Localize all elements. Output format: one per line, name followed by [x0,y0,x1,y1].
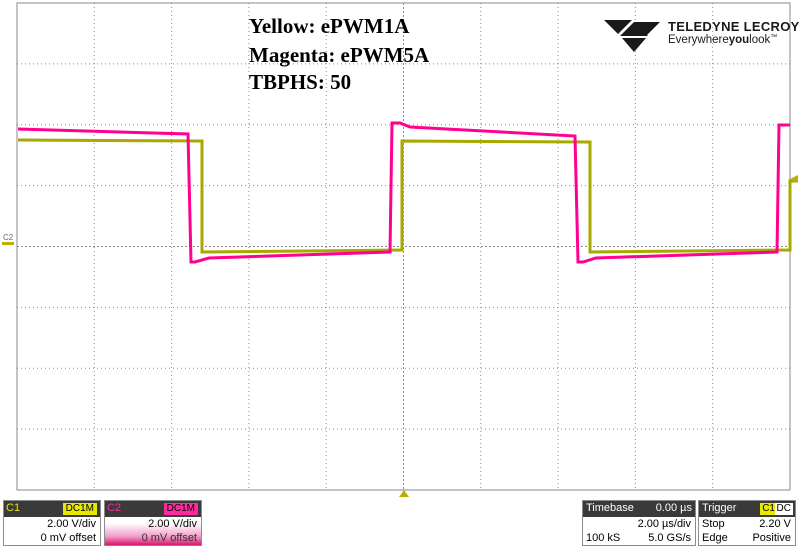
trace-yellow-epwm1a [17,138,798,254]
waveform-traces [17,121,798,264]
logo-tagline: Everywhereyoulook™ [668,34,778,46]
trigger-slope: Positive [752,532,791,544]
trigger-mode: Stop [702,518,725,530]
teledyne-lecroy-logo: TELEDYNE LECROY Everywhereyoulook™ [602,14,799,54]
c2-ground-marker[interactable]: C2 [2,233,14,245]
c1-scale: 2.00 V/div [47,518,96,530]
channel-c2-box[interactable]: C2 DC1M 2.00 V/div 0 mV offset [104,500,202,546]
c1-name: C1 [6,502,21,514]
graticule [17,3,790,490]
annotation-line-1: Yellow: ePWM1A [249,14,410,38]
trigger-title: Trigger [702,502,737,514]
channel-c1-box[interactable]: C1 DC1M 2.00 V/div 0 mV offset [3,500,101,546]
timebase-samples: 100 kS [586,532,621,544]
timebase-box[interactable]: Timebase 0.00 µs 2.00 µs/div 100 kS 5.0 … [582,500,696,546]
logo-brand: TELEDYNE LECROY [668,19,800,34]
trigger-type: Edge [702,532,728,544]
teledyne-logo-mark-icon [604,20,660,52]
timebase-scale: 2.00 µs/div [637,518,691,530]
trigger-box[interactable]: Trigger C1 DC Stop 2.20 V Edge Positive [698,500,796,546]
c1-offset: 0 mV offset [40,532,96,544]
c1-coupling-badge: DC1M [62,503,97,515]
annotation-line-3: TBPHS: 50 [249,70,352,94]
annotation-line-2: Magenta: ePWM5A [249,43,430,67]
timebase-rate: 5.0 GS/s [648,532,691,544]
trigger-source-badge: C1 [760,503,777,515]
c2-scale: 2.00 V/div [148,518,197,530]
trigger-level: 2.20 V [759,518,791,530]
timebase-delay: 0.00 µs [655,502,692,514]
trigger-level-marker[interactable] [790,175,798,183]
c2-offset: 0 mV offset [141,532,197,544]
timebase-title: Timebase [586,502,634,514]
trace-magenta-epwm5a [17,121,790,264]
trigger-coupling-badge: DC [774,503,793,515]
c2-name: C2 [107,502,122,514]
c2-coupling-badge: DC1M [163,503,198,515]
trigger-time-marker[interactable] [399,490,409,497]
c2-marker-label: C2 [3,233,14,242]
